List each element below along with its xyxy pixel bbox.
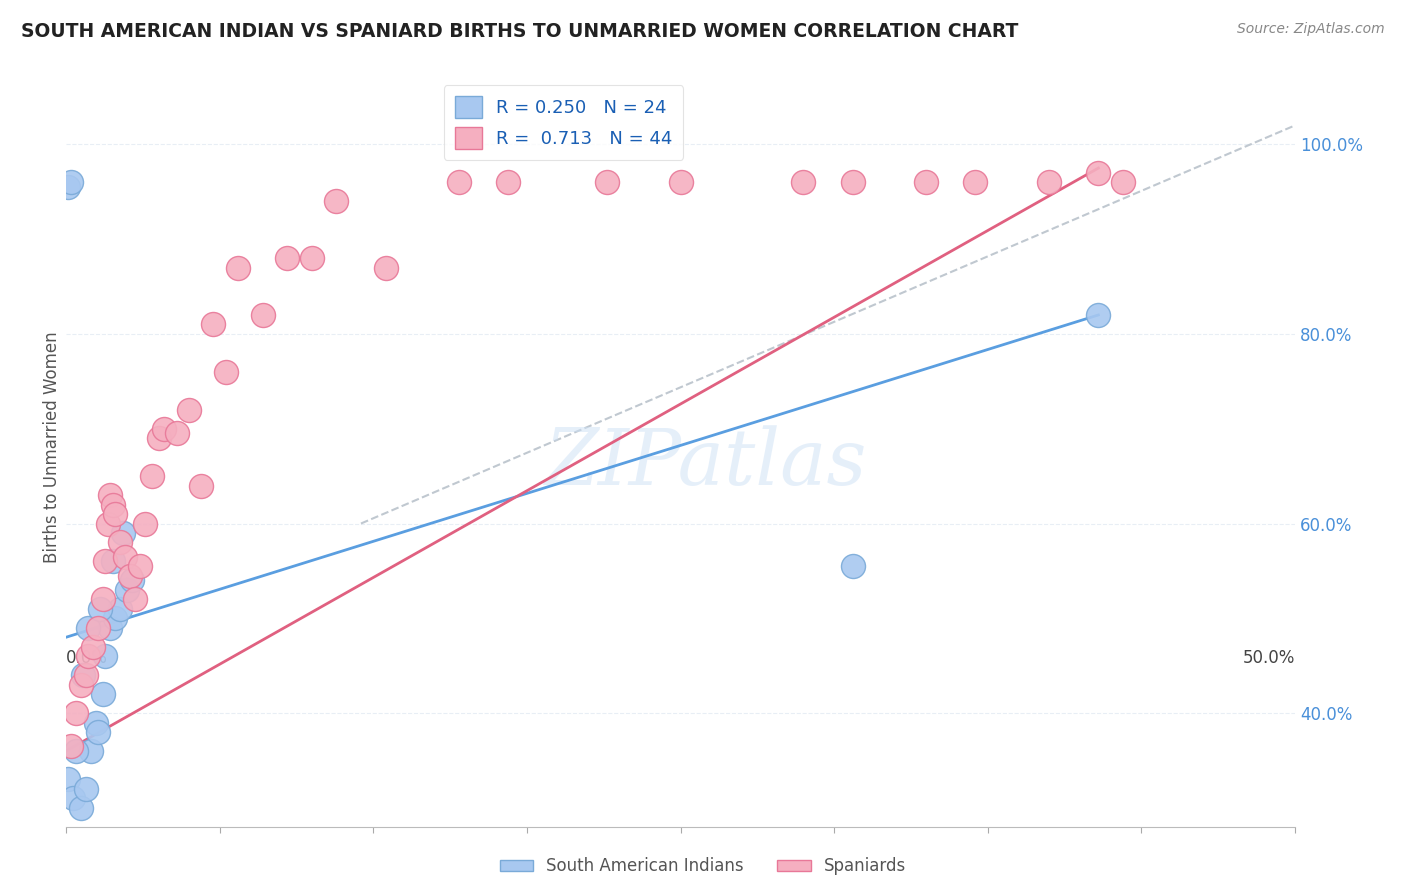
Point bbox=[65, 706, 87, 720]
Point bbox=[75, 781, 97, 796]
Point bbox=[77, 621, 100, 635]
Point bbox=[94, 649, 117, 664]
Point bbox=[75, 668, 97, 682]
Point bbox=[91, 592, 114, 607]
Point bbox=[1087, 308, 1109, 322]
Point bbox=[58, 180, 80, 194]
Point bbox=[69, 678, 91, 692]
Point bbox=[59, 175, 82, 189]
Point bbox=[1087, 166, 1109, 180]
Point bbox=[166, 426, 188, 441]
Point bbox=[84, 715, 107, 730]
Point bbox=[111, 526, 134, 541]
Point bbox=[153, 422, 176, 436]
Point bbox=[1038, 175, 1060, 189]
Point bbox=[87, 621, 110, 635]
Point bbox=[104, 611, 127, 625]
Point bbox=[202, 318, 225, 332]
Point bbox=[58, 772, 80, 787]
Point bbox=[104, 507, 127, 521]
Legend: R = 0.250   N = 24, R =  0.713   N = 44: R = 0.250 N = 24, R = 0.713 N = 44 bbox=[444, 85, 683, 160]
Point bbox=[148, 431, 170, 445]
Point bbox=[121, 574, 143, 588]
Point bbox=[128, 559, 150, 574]
Point bbox=[276, 251, 298, 265]
Point bbox=[79, 744, 101, 758]
Point bbox=[91, 687, 114, 701]
Point bbox=[1112, 175, 1135, 189]
Point bbox=[792, 175, 814, 189]
Point bbox=[841, 175, 863, 189]
Point bbox=[117, 582, 139, 597]
Point bbox=[134, 516, 156, 531]
Text: Source: ZipAtlas.com: Source: ZipAtlas.com bbox=[1237, 22, 1385, 37]
Point bbox=[101, 498, 124, 512]
Point bbox=[98, 621, 121, 635]
Legend: South American Indians, Spaniards: South American Indians, Spaniards bbox=[494, 851, 912, 882]
Point bbox=[72, 668, 94, 682]
Point bbox=[301, 251, 323, 265]
Point bbox=[108, 602, 131, 616]
Point bbox=[190, 478, 212, 492]
Text: 50.0%: 50.0% bbox=[1243, 648, 1295, 666]
Point bbox=[94, 554, 117, 568]
Point bbox=[77, 649, 100, 664]
Point bbox=[108, 535, 131, 549]
Point bbox=[915, 175, 938, 189]
Point bbox=[114, 549, 136, 564]
Point bbox=[449, 175, 471, 189]
Point bbox=[98, 488, 121, 502]
Y-axis label: Births to Unmarried Women: Births to Unmarried Women bbox=[44, 332, 60, 564]
Point bbox=[965, 175, 987, 189]
Point bbox=[97, 516, 120, 531]
Point bbox=[62, 791, 84, 805]
Point bbox=[498, 175, 520, 189]
Point bbox=[374, 260, 396, 275]
Text: 0.0%: 0.0% bbox=[66, 648, 108, 666]
Point bbox=[669, 175, 692, 189]
Point bbox=[65, 744, 87, 758]
Point bbox=[89, 602, 111, 616]
Text: ZIPatlas: ZIPatlas bbox=[544, 425, 866, 501]
Point bbox=[215, 365, 238, 379]
Point bbox=[841, 559, 863, 574]
Point bbox=[252, 308, 274, 322]
Point bbox=[226, 260, 249, 275]
Point bbox=[596, 175, 619, 189]
Point bbox=[325, 194, 347, 209]
Point bbox=[101, 554, 124, 568]
Point bbox=[141, 469, 163, 483]
Point bbox=[82, 640, 104, 654]
Point bbox=[59, 739, 82, 754]
Point bbox=[177, 402, 200, 417]
Point bbox=[69, 801, 91, 815]
Point bbox=[118, 568, 141, 582]
Point bbox=[87, 725, 110, 739]
Text: SOUTH AMERICAN INDIAN VS SPANIARD BIRTHS TO UNMARRIED WOMEN CORRELATION CHART: SOUTH AMERICAN INDIAN VS SPANIARD BIRTHS… bbox=[21, 22, 1018, 41]
Point bbox=[124, 592, 146, 607]
